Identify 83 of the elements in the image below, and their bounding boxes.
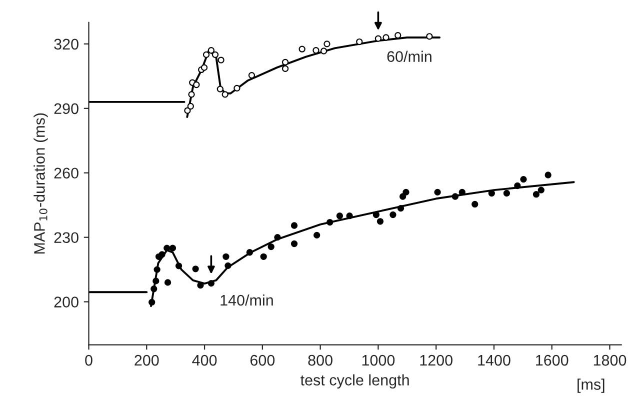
y-tick-label: 260 xyxy=(54,168,78,179)
point xyxy=(154,266,160,273)
point xyxy=(390,211,396,218)
point xyxy=(374,35,382,42)
point xyxy=(394,32,402,39)
point xyxy=(399,193,406,200)
point xyxy=(452,193,459,200)
x-tick-label: 600 xyxy=(250,354,275,366)
y-tick-label: 200 xyxy=(54,296,78,308)
point xyxy=(187,102,194,110)
y-tick-label: 320 xyxy=(54,38,78,50)
point xyxy=(514,182,521,190)
point xyxy=(208,280,215,287)
point xyxy=(222,91,228,98)
point xyxy=(372,211,380,218)
point xyxy=(282,65,289,72)
point xyxy=(200,64,208,71)
x-tick-label: 1600 xyxy=(536,354,568,366)
point xyxy=(274,234,281,241)
point xyxy=(402,188,410,196)
point xyxy=(248,72,256,79)
point xyxy=(268,243,274,250)
point xyxy=(222,253,230,260)
annotation: 140/min xyxy=(220,294,273,306)
point xyxy=(503,190,510,197)
point xyxy=(193,81,200,88)
point xyxy=(202,51,210,58)
x-tick-label: 200 xyxy=(134,354,159,366)
x-tick-label: 400 xyxy=(192,354,217,366)
point xyxy=(532,191,540,198)
point xyxy=(356,38,363,46)
point xyxy=(520,176,527,183)
point xyxy=(234,84,240,92)
point xyxy=(260,253,267,260)
point xyxy=(426,33,433,40)
point xyxy=(164,244,170,252)
point xyxy=(346,212,353,220)
annotation: 60/min xyxy=(387,50,432,62)
point xyxy=(326,218,334,226)
point xyxy=(224,262,232,270)
point xyxy=(290,222,298,229)
point xyxy=(538,186,544,194)
point xyxy=(382,34,390,41)
point xyxy=(150,286,158,292)
point xyxy=(216,86,224,92)
point xyxy=(472,200,478,208)
point xyxy=(164,279,172,286)
point xyxy=(246,249,254,256)
point xyxy=(312,47,320,54)
point xyxy=(169,244,176,252)
x-tick-label: 1200 xyxy=(420,354,452,366)
point xyxy=(192,266,199,272)
point xyxy=(188,91,195,98)
point xyxy=(320,48,328,54)
x-tick-label: 1000 xyxy=(362,354,395,366)
point xyxy=(324,40,330,48)
point xyxy=(212,51,219,58)
point xyxy=(197,282,204,289)
point xyxy=(434,188,441,196)
point xyxy=(298,46,306,52)
point xyxy=(314,232,320,239)
y-tick-label: 290 xyxy=(54,103,78,114)
x-axis-title: test cycle length xyxy=(300,374,409,389)
point xyxy=(282,58,289,66)
x-tick-label: 800 xyxy=(308,354,332,366)
line-series xyxy=(150,181,575,308)
point xyxy=(336,212,344,220)
text: [ms] xyxy=(578,378,604,393)
x-tick-label: 1400 xyxy=(478,354,510,366)
x-tick-label: 1800 xyxy=(594,354,626,366)
point xyxy=(544,172,552,178)
point xyxy=(158,251,166,258)
point xyxy=(175,262,182,270)
point xyxy=(148,298,156,306)
point xyxy=(376,218,384,225)
point xyxy=(208,47,215,54)
point xyxy=(397,204,404,212)
y-tick-label: 230 xyxy=(54,232,78,244)
x-tick-label: 0 xyxy=(85,354,92,366)
point xyxy=(218,56,224,64)
point xyxy=(290,240,298,248)
y-axis-title: MAP$_{10}$-duration (ms) xyxy=(34,113,48,254)
point xyxy=(152,278,160,284)
